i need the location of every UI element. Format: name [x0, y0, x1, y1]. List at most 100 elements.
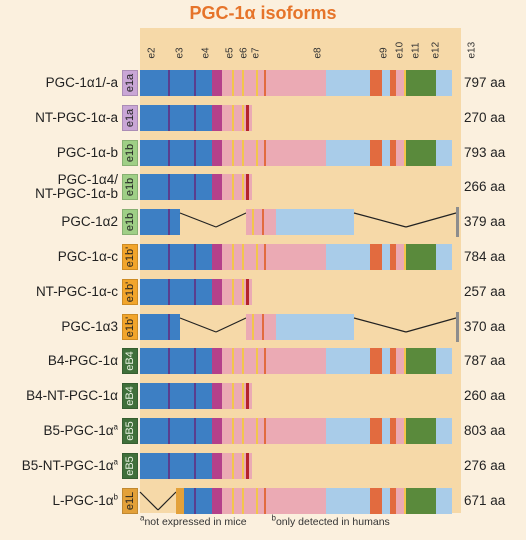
- exon-boundary-mark: [264, 244, 266, 270]
- isoform-footnote-marker: b: [113, 492, 118, 502]
- exon-block-e8-pink: [276, 244, 326, 270]
- isoform-row: B5-NT-PGC-1αa eB5 276 aa: [0, 451, 526, 481]
- exon-boundary-mark: [252, 209, 254, 236]
- isoform-name-line1: B4-PGC-1α: [48, 354, 118, 368]
- exon-block-e5: [212, 278, 222, 305]
- stop-codon-mark: [246, 383, 249, 410]
- exon-block-e9: [370, 139, 382, 166]
- first-exon-box: e1a: [122, 70, 138, 96]
- exon-block-e8: [276, 209, 354, 236]
- first-exon-box: e1b': [122, 278, 138, 305]
- exon-block-blue: [184, 487, 212, 514]
- first-exon-label: e1b: [124, 143, 137, 162]
- exon-track: [140, 418, 452, 444]
- exon-boundary-mark: [242, 104, 244, 131]
- splice-line: [405, 317, 457, 333]
- exon-block-e13: [436, 348, 452, 375]
- exon-block-e10: [390, 244, 396, 270]
- first-exon-label: eB4: [124, 386, 137, 406]
- exon-label-text: e11: [410, 42, 422, 59]
- footnote-b-text: only detected in humans: [275, 516, 390, 528]
- first-exon-box: eB5: [122, 418, 138, 444]
- stop-codon-mark: [246, 452, 249, 479]
- isoform-name-text: PGC-1α4/: [57, 172, 118, 188]
- exon-block-light: [382, 348, 390, 375]
- exon-boundary-mark: [168, 278, 170, 305]
- exon-boundary-mark: [232, 174, 234, 201]
- exon-block-e12: [406, 244, 436, 270]
- first-exon-box: e1b: [122, 209, 138, 236]
- exon-block-blue: [140, 174, 212, 201]
- isoform-row: B4-NT-PGC-1α eB4 260 aa: [0, 381, 526, 411]
- exon-label-text: e13: [466, 41, 478, 59]
- exon-block-pink: [246, 209, 276, 236]
- exon-boundary-mark: [242, 139, 244, 166]
- footnote-a-text: not expressed in mice: [144, 516, 247, 528]
- isoform-row: PGC-1α2 e1b 379 aa: [0, 207, 526, 238]
- isoform-length: 260 aa: [464, 388, 506, 404]
- footnote-a: anot expressed in mice: [140, 514, 247, 528]
- exon-boundary-mark: [194, 278, 196, 305]
- exon-block-e5: [212, 348, 222, 375]
- isoform-name: PGC-1α3: [61, 312, 118, 342]
- exon-block-e8-pink: [276, 418, 326, 444]
- exon-boundary-mark: [194, 418, 196, 444]
- isoform-name-line1: PGC-1α-c: [58, 250, 118, 264]
- exon-block-light: [382, 487, 390, 514]
- first-exon-box: e1b: [122, 139, 138, 166]
- isoform-name: B5-PGC-1αa: [43, 416, 118, 446]
- exon-block-blue: [140, 139, 212, 166]
- exon-track: [140, 244, 452, 270]
- exon-boundary-mark: [242, 174, 244, 201]
- exon-boundary-mark: [194, 487, 196, 514]
- exon-boundary-mark: [256, 70, 258, 96]
- exon-block-e5: [212, 174, 222, 201]
- exon-track: [140, 383, 252, 410]
- isoform-name: B4-NT-PGC-1α: [26, 381, 118, 411]
- first-exon-label: e1b: [124, 213, 137, 232]
- isoform-name: PGC-1α4/NT-PGC-1α-b: [35, 172, 118, 202]
- stop-codon-mark: [246, 278, 249, 305]
- exon-boundary-mark: [256, 139, 258, 166]
- exon-block-blue: [140, 209, 180, 236]
- stop-mark: [456, 311, 459, 342]
- isoform-name: PGC-1α1/-a: [46, 68, 118, 98]
- first-exon-box: eB4: [122, 383, 138, 410]
- exon-block-e8: [276, 313, 354, 340]
- exon-block-pink: [222, 139, 252, 166]
- isoform-name-text: B4-PGC-1α: [47, 353, 118, 369]
- exon-boundary-mark: [232, 139, 234, 166]
- exon-block-pink: [396, 348, 404, 375]
- exon-block-light: [382, 139, 390, 166]
- exon-boundary-mark: [404, 418, 406, 444]
- exon-block-e8-pink: [276, 487, 326, 514]
- exon-block-e12: [406, 70, 436, 96]
- first-exon-label: e1a: [124, 108, 137, 127]
- first-exon-label: eB4: [124, 351, 137, 372]
- exon-label-text: e4: [200, 47, 212, 59]
- exon-block-e5: [212, 244, 222, 270]
- exon-boundary-mark: [194, 244, 196, 270]
- exon-track: [140, 104, 252, 131]
- exon-boundary-mark: [242, 244, 244, 270]
- isoform-length: 797 aa: [464, 75, 506, 90]
- exon-boundary-mark: [242, 418, 244, 444]
- exon-block-e13: [436, 418, 452, 444]
- exon-block-e10: [390, 418, 396, 444]
- exon-block-light: [382, 244, 390, 270]
- first-exon-label: e1b': [124, 316, 137, 337]
- exon-boundary-mark: [194, 70, 196, 96]
- exon-block-blue: [140, 278, 212, 305]
- splice-line: [215, 212, 247, 228]
- isoform-name: PGC-1α-b: [57, 138, 118, 168]
- exon-block-e13: [436, 139, 452, 166]
- isoform-length: 257 aa: [464, 283, 506, 299]
- exon-block-e8: [326, 487, 370, 514]
- exon-block-e12: [406, 487, 436, 514]
- exon-block-blue: [140, 104, 212, 131]
- exon-boundary-mark: [194, 104, 196, 131]
- exon-block-pink: [222, 244, 252, 270]
- exon-block-blue: [140, 418, 212, 444]
- exon-boundary-mark: [264, 139, 266, 166]
- splice-line: [353, 212, 407, 228]
